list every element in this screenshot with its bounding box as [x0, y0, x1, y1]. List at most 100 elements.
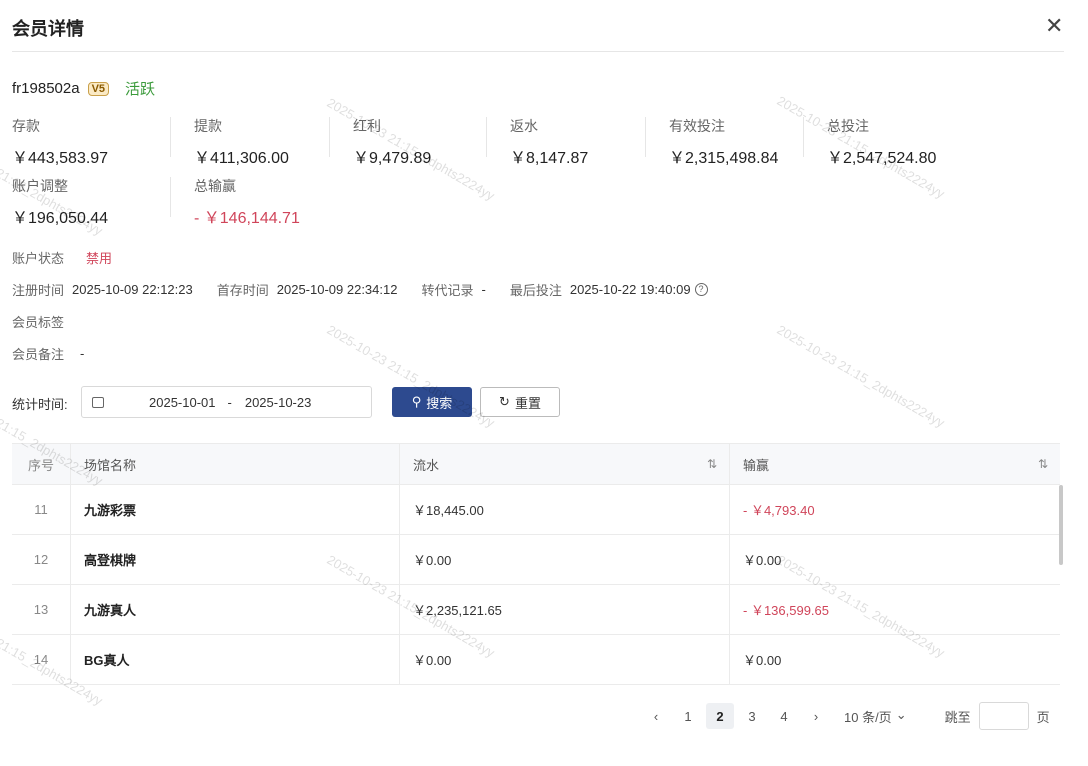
search-icon: ⚲ [411, 394, 422, 409]
cell-flow: ￥18,445.00 [400, 485, 730, 534]
prev-page-icon[interactable]: ‹ [653, 708, 659, 724]
member-remark-value: - [80, 346, 85, 361]
close-icon[interactable]: ✕ [1045, 13, 1064, 38]
sort-icon[interactable]: ⇅ [1037, 457, 1048, 471]
start-date[interactable]: 2025-10-01 [149, 394, 216, 410]
stat-divider [486, 117, 487, 157]
cell-flow: ￥0.00 [400, 635, 730, 684]
stat-label: 存款 [12, 118, 40, 134]
stat-label: 红利 [353, 118, 381, 134]
stat-label: 总投注 [827, 118, 869, 134]
vip-badge: V5 [87, 81, 110, 96]
stat-3: 返水 ￥8,147.87 [510, 116, 588, 168]
date-range-picker[interactable]: 2025-10-01 - 2025-10-23 [81, 386, 372, 418]
first-deposit-time: 2025-10-09 22:34:12 [276, 282, 398, 297]
stat-divider [803, 117, 804, 157]
stat-label: 总输赢 [194, 178, 236, 194]
cell-winloss: - ￥136,599.65 [743, 603, 830, 618]
cell-venue: BG真人 [71, 635, 400, 684]
cell-venue: 九游彩票 [71, 485, 400, 534]
user-info: fr198502a V5 活跃 [12, 78, 155, 99]
cell-venue: 九游真人 [71, 585, 400, 634]
search-label: 搜索 [426, 395, 453, 411]
jump-page-input[interactable] [978, 702, 1029, 730]
cell-flow: ￥2,235,121.65 [400, 585, 730, 634]
times-row: 注册时间 2025-10-09 22:12:23 首存时间 2025-10-09… [12, 280, 708, 299]
stat-4: 有效投注 ￥2,315,498.84 [669, 116, 778, 168]
member-tags-label: 会员标签 [12, 315, 65, 330]
stat-value: ￥9,479.89 [353, 150, 432, 167]
header-index: 序号 [12, 444, 71, 484]
page-4[interactable]: 4 [780, 708, 788, 724]
divider [12, 51, 1064, 52]
stat-value: ￥443,583.97 [12, 150, 109, 167]
member-remark-label: 会员备注 [12, 347, 65, 362]
stat-value: ￥2,315,498.84 [669, 150, 779, 167]
table-header: 序号 场馆名称 流水 ⇅ 输赢 ⇅ [12, 443, 1060, 485]
venue-table: 序号 场馆名称 流水 ⇅ 输赢 ⇅ 11 九游彩票 ￥18,445.00 - ￥4,793… [12, 443, 1060, 685]
date-separator: - [227, 394, 232, 410]
stat-6: 账户调整 ￥196,050.44 [12, 176, 108, 228]
last-bet-time: 2025-10-22 19:40:09 [569, 282, 691, 297]
username: fr198502a [12, 80, 80, 97]
watermark: 2025-10-23 21:15_2dphts2224yy [774, 322, 948, 431]
scrollbar[interactable] [1059, 485, 1063, 565]
cell-winloss: - ￥4,793.40 [743, 503, 815, 518]
stat-7: 总输赢 - ￥146,144.71 [194, 176, 300, 228]
stat-value: ￥2,547,524.80 [827, 150, 937, 167]
stat-value: ￥196,050.44 [12, 210, 109, 227]
reg-time: 2025-10-09 22:12:23 [72, 282, 193, 297]
stat-1: 提款 ￥411,306.00 [194, 116, 289, 168]
agent-transfer-label: 转代记录 [421, 283, 474, 298]
stat-value: - ￥146,144.71 [194, 210, 300, 227]
calendar-icon [92, 396, 104, 408]
dialog-title: 会员详情 [12, 19, 84, 39]
header-venue: 场馆名称 [71, 444, 400, 484]
table-row: 13 九游真人 ￥2,235,121.65 - ￥136,599.65 [12, 585, 1060, 635]
page-size-value: 10 条/页 [844, 709, 892, 725]
refresh-icon: ↻ [499, 394, 510, 409]
sort-icon[interactable]: ⇅ [706, 457, 717, 471]
stat-divider [170, 117, 171, 157]
cell-index: 14 [12, 635, 71, 684]
end-date[interactable]: 2025-10-23 [244, 394, 312, 410]
next-page-icon[interactable]: › [813, 708, 819, 724]
header-flow[interactable]: 流水 ⇅ [400, 444, 730, 484]
stat-divider [170, 177, 171, 217]
header-winloss[interactable]: 输赢 ⇅ [730, 444, 1060, 484]
stat-0: 存款 ￥443,583.97 [12, 116, 108, 168]
page-unit: 页 [1036, 709, 1050, 725]
page-1[interactable]: 1 [684, 708, 692, 724]
stat-value: ￥8,147.87 [510, 150, 589, 167]
chevron-down-icon: ⌄ [895, 706, 907, 722]
stat-label: 返水 [510, 118, 538, 134]
header-flow-label: 流水 [413, 457, 440, 473]
search-button[interactable]: ⚲ 搜索 [392, 387, 472, 417]
filter-label: 统计时间: [12, 397, 68, 412]
page-2[interactable]: 2 [706, 703, 734, 729]
stat-2: 红利 ￥9,479.89 [353, 116, 431, 168]
user-status: 活跃 [125, 81, 156, 98]
account-status-label: 账户状态 [12, 251, 65, 266]
cell-index: 13 [12, 585, 71, 634]
table-row: 12 高登棋牌 ￥0.00 ￥0.00 [12, 535, 1060, 585]
page-size-select[interactable]: 10 条/页 ⌄ [844, 707, 907, 726]
page-3[interactable]: 3 [748, 708, 756, 724]
table-row: 11 九游彩票 ￥18,445.00 - ￥4,793.40 [12, 485, 1060, 535]
jump-label: 跳至 [944, 709, 971, 725]
agent-transfer-value: - [481, 282, 486, 297]
reset-button[interactable]: ↻ 重置 [480, 387, 560, 417]
help-icon[interactable]: ? [694, 283, 708, 296]
header-winloss-label: 输赢 [743, 457, 770, 473]
stat-value: ￥411,306.00 [194, 150, 289, 167]
reset-label: 重置 [514, 395, 541, 411]
cell-winloss: ￥0.00 [743, 553, 782, 568]
account-status-value: 禁用 [86, 251, 113, 266]
stat-label: 提款 [194, 118, 222, 134]
reg-time-label: 注册时间 [12, 283, 65, 298]
stat-divider [645, 117, 646, 157]
table-row: 14 BG真人 ￥0.00 ￥0.00 [12, 635, 1060, 685]
stat-label: 有效投注 [669, 118, 725, 134]
stat-5: 总投注 ￥2,547,524.80 [827, 116, 936, 168]
